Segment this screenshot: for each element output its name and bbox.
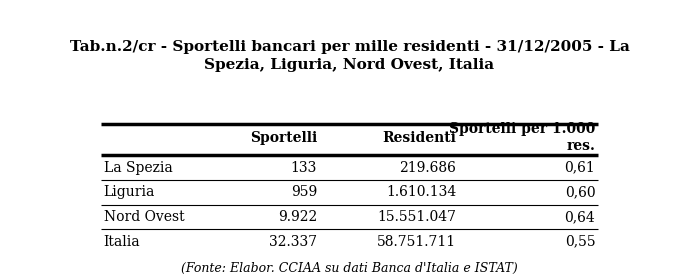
Text: 959: 959 — [291, 185, 317, 199]
Text: Italia: Italia — [104, 235, 140, 249]
Text: Tab.n.2/cr - Sportelli bancari per mille residenti - 31/12/2005 - La
Spezia, Lig: Tab.n.2/cr - Sportelli bancari per mille… — [70, 40, 629, 72]
Text: 133: 133 — [291, 161, 317, 175]
Text: Sportelli per 1.000
res.: Sportelli per 1.000 res. — [449, 122, 595, 153]
Text: 219.686: 219.686 — [400, 161, 456, 175]
Text: 9.922: 9.922 — [278, 210, 317, 224]
Text: Sportelli: Sportelli — [250, 131, 317, 145]
Text: (Fonte: Elabor. CCIAA su dati Banca d'Italia e ISTAT): (Fonte: Elabor. CCIAA su dati Banca d'It… — [181, 262, 518, 275]
Text: 58.751.711: 58.751.711 — [377, 235, 456, 249]
Text: Residenti: Residenti — [383, 131, 456, 145]
Text: 32.337: 32.337 — [269, 235, 317, 249]
Text: 15.551.047: 15.551.047 — [377, 210, 456, 224]
Text: La Spezia: La Spezia — [104, 161, 173, 175]
Text: Liguria: Liguria — [104, 185, 155, 199]
Text: 1.610.134: 1.610.134 — [386, 185, 456, 199]
Text: 0,60: 0,60 — [565, 185, 595, 199]
Text: 0,61: 0,61 — [565, 161, 595, 175]
Text: 0,64: 0,64 — [565, 210, 595, 224]
Text: 0,55: 0,55 — [565, 235, 595, 249]
Text: Nord Ovest: Nord Ovest — [104, 210, 184, 224]
